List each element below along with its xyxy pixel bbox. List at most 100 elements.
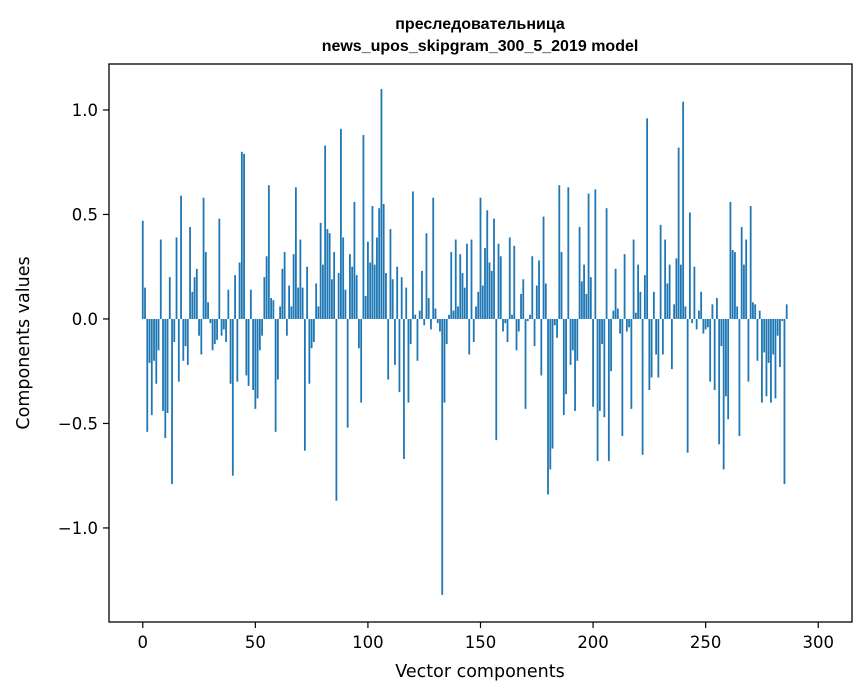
bar-262 [731,250,734,319]
bar-26 [200,318,203,355]
bar-41 [234,275,236,319]
bar-40 [231,318,234,476]
bar-213 [621,318,624,436]
bar-280 [772,318,775,355]
bar-75 [310,318,313,349]
bar-77 [315,283,318,319]
bar-118 [407,318,410,403]
bar-214 [623,254,626,319]
bar-153 [486,210,489,319]
bar-257 [720,318,723,347]
bar-19 [184,318,187,347]
bar-102 [371,206,374,319]
bar-222 [641,318,644,455]
bar-57 [270,298,273,319]
bar-168 [520,293,522,319]
bar-121 [414,314,417,319]
bar-56 [267,185,270,319]
bar-34 [218,218,221,319]
bar-144 [466,243,468,319]
bar-204 [601,318,603,345]
bar-273 [756,318,759,361]
bar-72 [303,318,306,451]
bar-267 [743,264,745,319]
bar-33 [216,318,218,340]
bar-69 [297,287,300,319]
bar-23 [193,277,196,319]
bar-111 [391,279,394,319]
bar-12 [168,277,171,319]
y-tick-label: 0.5 [72,205,98,224]
bar-84 [331,279,333,319]
bar-211 [616,308,619,319]
bar-143 [463,287,466,319]
bar-249 [702,318,705,334]
bar-190 [569,318,572,365]
bar-3 [148,318,151,363]
bar-96 [358,318,360,349]
bar-220 [637,264,640,319]
bar-92 [349,254,351,319]
bar-22 [191,291,194,319]
bar-82 [326,229,329,319]
bar-233 [666,283,669,319]
bar-125 [423,318,426,326]
bar-65 [288,285,291,319]
bar-1 [144,287,146,319]
bar-196 [583,264,585,319]
bar-193 [576,318,579,361]
bar-5 [153,318,155,361]
bar-25 [198,318,200,336]
bar-191 [571,318,574,351]
bar-176 [538,260,540,319]
bar-79 [319,222,322,319]
bar-244 [691,318,694,324]
bar-2 [146,318,149,432]
bar-81 [324,145,327,319]
bar-264 [736,306,739,319]
bar-107 [382,204,385,319]
bar-7 [157,318,160,351]
y-tick-label: 1.0 [72,101,98,120]
x-tick-label: 250 [690,633,722,652]
bar-270 [749,206,752,319]
bar-160 [502,318,504,332]
bar-199 [589,277,592,319]
bar-198 [587,193,590,319]
bar-120 [412,191,414,319]
bar-216 [628,318,630,328]
bar-24 [195,268,198,319]
bar-15 [175,237,178,319]
bar-260 [727,318,730,420]
bar-130 [434,308,437,319]
bar-258 [722,318,725,470]
bar-246 [695,318,698,330]
bar-181 [549,318,552,470]
bar-94 [353,201,356,319]
bar-250 [704,318,707,330]
bar-265 [738,318,741,436]
bar-38 [227,289,230,319]
bar-47 [247,318,250,386]
bar-18 [182,318,185,361]
bar-274 [758,310,761,319]
bar-215 [625,318,628,332]
bar-157 [495,318,498,441]
bar-219 [634,312,637,319]
bar-132 [439,318,441,332]
bar-276 [763,318,766,353]
bar-209 [612,310,615,319]
bar-61 [279,306,282,319]
bar-187 [562,318,565,416]
bar-131 [436,318,439,324]
y-tick-label: 0.0 [72,310,98,329]
bar-109 [387,318,390,380]
bar-185 [558,185,561,319]
bar-32 [213,318,216,345]
bar-66 [290,306,293,319]
bar-241 [684,306,687,319]
chart-title-line1: преследовательница [395,16,565,33]
bar-0 [141,220,144,319]
bar-129 [432,197,435,319]
